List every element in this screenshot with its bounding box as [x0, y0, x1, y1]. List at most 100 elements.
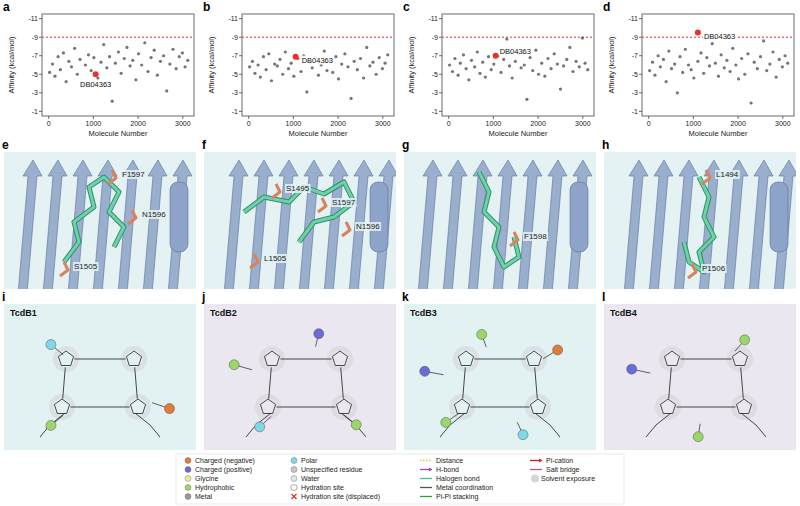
y-tick	[639, 37, 642, 38]
interaction-panel: jTcdB2	[201, 290, 396, 450]
legend-label: Charged (negative)	[195, 457, 255, 465]
point	[520, 66, 523, 69]
residue-label: S1495	[286, 184, 310, 193]
point	[725, 59, 728, 62]
point	[673, 62, 676, 65]
point	[143, 41, 146, 44]
point	[705, 56, 708, 59]
point	[84, 63, 87, 66]
x-tick	[738, 116, 739, 119]
residue-stick	[60, 262, 68, 276]
label-patch	[263, 254, 288, 263]
ring-bg	[736, 399, 753, 416]
highlight-point	[695, 30, 701, 36]
structure-art	[418, 160, 592, 289]
residue-label: F1597	[122, 170, 145, 179]
point	[278, 58, 281, 61]
ring-bg	[526, 351, 543, 368]
x-tick-label: 0	[47, 120, 51, 127]
threshold-line	[442, 37, 594, 38]
point	[131, 59, 134, 62]
point	[681, 71, 684, 74]
point	[492, 62, 495, 65]
y-tick-label: -11	[628, 15, 638, 22]
point	[153, 49, 156, 52]
point	[346, 65, 349, 68]
ligand-outline	[479, 172, 519, 267]
point	[740, 57, 743, 60]
legend-label: Solvent exposure	[541, 475, 595, 483]
side-chain	[40, 413, 65, 437]
point	[317, 74, 320, 77]
point	[543, 75, 546, 78]
y-tick	[39, 74, 42, 75]
point	[783, 54, 786, 57]
point	[386, 53, 389, 56]
point	[175, 67, 178, 70]
y-tick-label: -5	[432, 71, 438, 78]
label-patch	[141, 210, 167, 219]
point	[59, 68, 62, 71]
point	[90, 69, 93, 72]
y-tick-label: -3	[32, 89, 38, 96]
beta-strand	[649, 160, 673, 289]
x-tick	[693, 116, 694, 119]
y-tick	[239, 37, 242, 38]
panel-letter: a	[3, 0, 10, 14]
bond	[268, 407, 344, 408]
residue-label: L1505	[264, 254, 287, 263]
legend-label: Glycine	[195, 475, 218, 483]
point	[708, 64, 711, 67]
point	[331, 71, 334, 74]
point	[756, 67, 759, 70]
diagram-title: TcdB4	[610, 308, 637, 318]
interaction-panel: lTcdB4	[602, 290, 796, 450]
beta-strand	[418, 160, 442, 289]
point	[714, 62, 717, 65]
point	[137, 52, 140, 55]
label-patch	[703, 32, 736, 41]
point	[670, 67, 673, 70]
y-tick	[239, 92, 242, 93]
point	[171, 48, 174, 51]
x-tick-label: 1000	[686, 120, 702, 127]
x-tick	[382, 116, 383, 119]
x-tick-label: 1000	[286, 120, 302, 127]
legend-symbol	[292, 494, 297, 499]
point	[771, 50, 774, 53]
point	[265, 68, 268, 71]
point	[511, 76, 514, 79]
x-tick-label: 2000	[530, 120, 546, 127]
y-tick-label: -3	[232, 89, 238, 96]
beta-strand	[568, 160, 592, 289]
point	[490, 68, 493, 71]
residue-stick	[272, 184, 280, 198]
point	[108, 55, 111, 58]
legend-label: Distance	[436, 457, 463, 464]
panel-letter: c	[403, 0, 410, 14]
point	[667, 49, 670, 52]
helix	[170, 182, 188, 252]
scatter-panel: c-11-9-7-5-3-10100020003000DB04363Molecu…	[403, 0, 594, 138]
point	[299, 70, 302, 73]
diagram-bg	[4, 304, 196, 450]
highlight-point	[93, 71, 99, 77]
label-patch	[79, 80, 112, 89]
point	[648, 69, 651, 72]
y-tick	[39, 18, 42, 19]
point	[334, 55, 337, 58]
ligand	[64, 177, 124, 262]
x-axis-title: Molecule Number	[289, 129, 348, 138]
residue-node	[627, 364, 637, 374]
diagram-title: TcdB3	[410, 308, 437, 318]
y-tick-label: -7	[432, 52, 438, 59]
plot-frame	[42, 14, 194, 116]
point	[287, 67, 290, 70]
residue-label: S1505	[74, 262, 98, 271]
y-tick	[639, 111, 642, 112]
diagram-title: TcdB2	[210, 308, 237, 318]
ring-bg	[54, 399, 71, 416]
y-tick-label: -11	[228, 15, 238, 22]
scatter-panel: b-11-9-7-5-3-10100020003000DB04363Molecu…	[203, 0, 394, 138]
point	[746, 52, 749, 55]
